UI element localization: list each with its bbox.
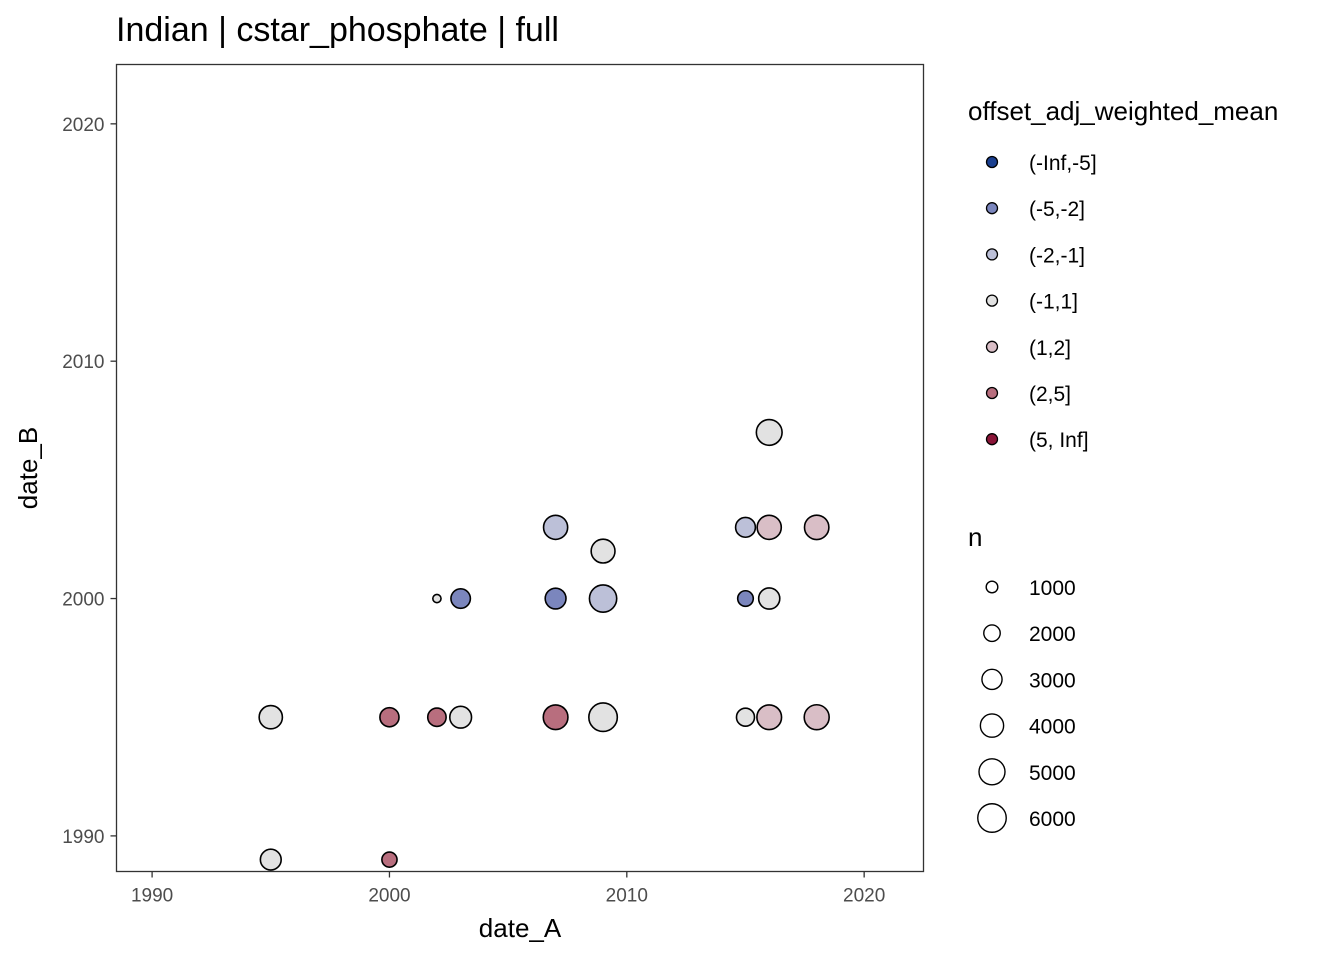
color-legend-label: (1,2] xyxy=(1029,337,1071,360)
data-point xyxy=(734,516,757,539)
y-tick-label: 2000 xyxy=(62,590,104,611)
data-point xyxy=(588,702,619,733)
x-tick-label: 2000 xyxy=(368,886,410,907)
color-legend-key xyxy=(985,202,999,215)
size-legend-label: 4000 xyxy=(1029,716,1076,739)
y-tick-label: 2020 xyxy=(62,115,104,136)
plot-panel xyxy=(115,63,925,873)
data-point xyxy=(757,587,781,610)
color-legend-key xyxy=(985,155,999,169)
chart-title: Indian | cstar_phosphate | full xyxy=(116,11,559,49)
size-legend-label: 3000 xyxy=(1029,669,1076,692)
size-legend-key xyxy=(978,758,1006,786)
data-point xyxy=(803,514,830,541)
y-tick-label: 2010 xyxy=(62,352,104,373)
size-legend: n 1000 2000 3000 4000 5000 6000 xyxy=(968,522,1076,833)
data-point xyxy=(258,704,284,730)
data-point xyxy=(735,707,756,728)
data-point xyxy=(432,593,442,604)
data-point xyxy=(590,538,616,564)
data-point xyxy=(736,589,755,608)
data-point xyxy=(450,588,472,610)
data-point xyxy=(379,706,400,728)
data-points xyxy=(258,418,830,871)
data-point xyxy=(755,418,783,447)
x-tick-label: 2010 xyxy=(606,886,648,907)
color-legend-key xyxy=(985,340,999,353)
data-point xyxy=(544,587,567,610)
color-legend-label: (-2,-1] xyxy=(1029,244,1085,267)
data-point xyxy=(259,848,282,871)
size-legend-label: 6000 xyxy=(1029,808,1076,831)
size-legend-key xyxy=(979,713,1005,738)
color-legend-key xyxy=(985,433,999,446)
color-legend-label: (-Inf,-5] xyxy=(1029,152,1097,175)
color-legend-key xyxy=(985,248,999,261)
size-legend-key xyxy=(985,580,999,594)
data-point xyxy=(756,514,783,541)
y-axis-title: date_B xyxy=(13,427,43,509)
data-point xyxy=(588,584,618,613)
size-legend-key xyxy=(983,624,1001,643)
color-legend-label: (-5,-2] xyxy=(1029,198,1085,221)
data-point xyxy=(426,707,447,728)
size-legend-title: n xyxy=(968,522,982,552)
data-point xyxy=(448,705,473,729)
size-legend-label: 1000 xyxy=(1029,577,1076,600)
size-legend-key xyxy=(981,668,1003,691)
data-point xyxy=(542,514,569,541)
size-legend-key xyxy=(977,803,1007,833)
color-legend-label: (5, Inf] xyxy=(1029,429,1089,452)
data-point xyxy=(542,704,569,731)
data-point xyxy=(381,851,398,869)
y-axis: 1990 2000 2010 2020 xyxy=(62,115,117,848)
x-axis-title: date_A xyxy=(479,913,562,943)
color-legend-label: (-1,1] xyxy=(1029,291,1078,314)
size-legend-label: 5000 xyxy=(1029,762,1076,785)
color-legend: offset_adj_weighted_mean (-Inf,-5] (-5,-2… xyxy=(968,96,1278,452)
color-legend-key xyxy=(985,386,999,400)
color-legend-key xyxy=(985,294,999,307)
x-tick-label: 1990 xyxy=(131,886,173,907)
size-legend-label: 2000 xyxy=(1029,623,1076,646)
x-axis: 1990 2000 2010 2020 xyxy=(131,871,885,907)
y-tick-label: 1990 xyxy=(62,827,104,848)
data-point xyxy=(803,703,830,731)
x-tick-label: 2020 xyxy=(843,886,885,907)
color-legend-label: (2,5] xyxy=(1029,383,1071,406)
color-legend-title: offset_adj_weighted_mean xyxy=(968,96,1278,126)
data-point xyxy=(756,704,783,731)
